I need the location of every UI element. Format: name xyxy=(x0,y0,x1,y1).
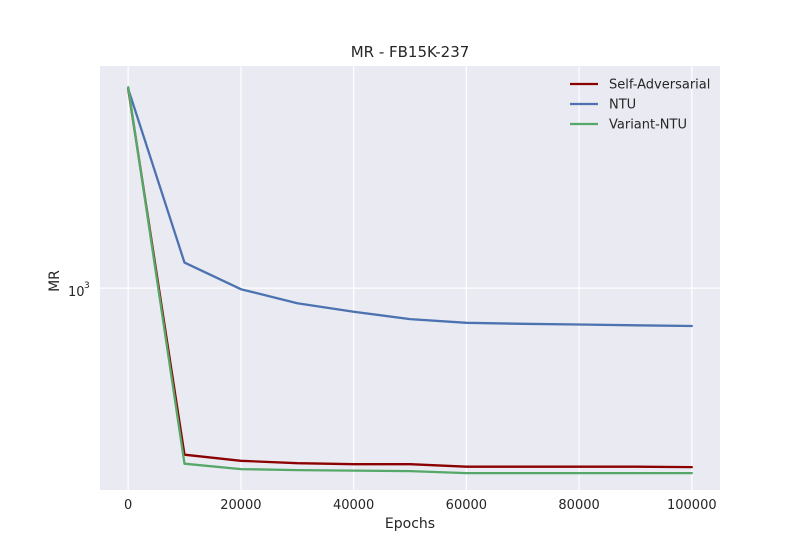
y-axis-label: MR xyxy=(47,270,63,292)
legend-label: Variant-NTU xyxy=(609,118,687,133)
series-line-ntu xyxy=(127,87,693,328)
y-tick-label-exponent: 3 xyxy=(84,281,90,291)
x-tick-label: 80000 xyxy=(558,498,599,513)
x-tick-label: 20000 xyxy=(220,498,261,513)
x-tick-label: 0 xyxy=(124,498,132,513)
series-line-self-adversarial xyxy=(127,87,693,469)
y-tick-labels: 10 3 xyxy=(68,281,90,300)
plot-area xyxy=(100,66,720,490)
legend: Self-Adversarial NTU Variant-NTU xyxy=(570,78,710,133)
x-tick-label: 40000 xyxy=(333,498,374,513)
series-line-variant-ntu xyxy=(127,86,693,475)
x-axis-label: Epochs xyxy=(385,516,435,532)
series-layer xyxy=(127,86,693,475)
legend-label: NTU xyxy=(609,98,636,113)
x-tick-label: 100000 xyxy=(667,498,717,513)
grid xyxy=(100,66,720,490)
x-tick-labels: 0 20000 40000 60000 80000 100000 xyxy=(124,498,717,513)
y-tick-label: 10 xyxy=(68,285,85,300)
legend-label: Self-Adversarial xyxy=(609,78,710,93)
x-tick-label: 60000 xyxy=(446,498,487,513)
chart-title: MR - FB15K-237 xyxy=(351,43,470,61)
